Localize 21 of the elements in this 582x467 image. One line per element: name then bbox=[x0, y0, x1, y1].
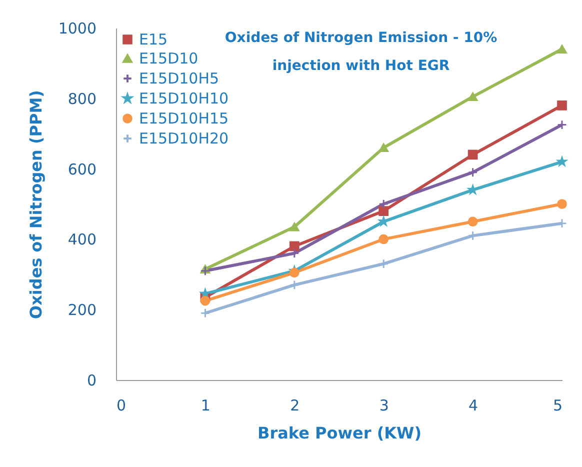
legend-label: E15D10H20 bbox=[139, 130, 229, 148]
x-tick-label: 1 bbox=[200, 396, 210, 414]
y-tick-label: 1000 bbox=[58, 20, 96, 38]
legend-label: E15D10 bbox=[139, 50, 198, 68]
x-tick-label: 3 bbox=[379, 396, 389, 414]
x-tick-label: 2 bbox=[290, 396, 300, 414]
legend-label: E15D10H5 bbox=[139, 70, 220, 88]
y-tick-label: 0 bbox=[86, 372, 96, 390]
y-tick-label: 200 bbox=[68, 301, 96, 320]
x-tick-label: 5 bbox=[552, 396, 562, 414]
y-tick-label: 600 bbox=[68, 160, 96, 178]
legend-label: E15D10H15 bbox=[139, 110, 229, 128]
y-tick-label: 400 bbox=[68, 230, 96, 249]
x-tick-label: 0 bbox=[116, 396, 126, 414]
legend-label: E15 bbox=[139, 30, 168, 48]
y-tick-label: 800 bbox=[68, 90, 96, 108]
legend-label: E15D10H10 bbox=[139, 90, 229, 108]
text: Oxides of Nitrogen Emission - 10% injection with Hot EGR bbox=[224, 30, 498, 74]
x-tick-label: 4 bbox=[468, 396, 478, 414]
y-axis-title: Oxides of Nitrogen (PPM) bbox=[26, 90, 46, 319]
x-axis-title: Brake Power (KW) bbox=[258, 424, 422, 442]
